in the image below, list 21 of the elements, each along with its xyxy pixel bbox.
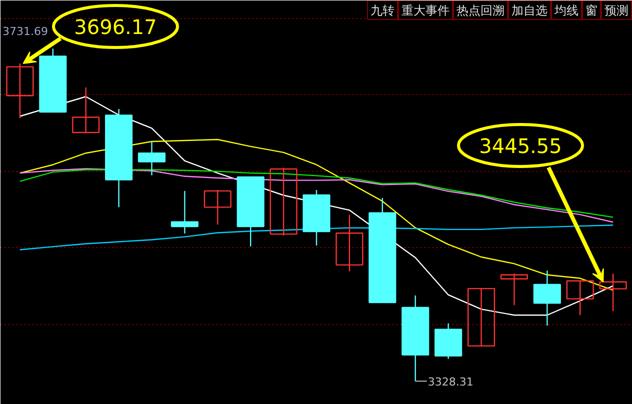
candlestick <box>6 62 34 119</box>
annotation: 3731.69 <box>2 25 48 38</box>
candlestick <box>336 214 364 272</box>
annotation: 3696.17 <box>74 15 157 39</box>
annotation: 热点回溯 <box>456 4 504 18</box>
candlestick <box>599 272 627 312</box>
annotation: 预测 <box>604 4 628 18</box>
annotation: 3445.55 <box>479 134 562 158</box>
annotation: 均线 <box>554 4 578 18</box>
candlestick <box>270 167 298 236</box>
candlestick <box>204 189 232 226</box>
annotation: 3328.31 <box>428 376 474 389</box>
candlestick <box>170 190 198 234</box>
annotation: 加自选 <box>512 4 548 18</box>
annotation: 九转 <box>370 4 394 18</box>
candlestick <box>566 280 594 316</box>
candlestick <box>467 288 496 347</box>
candlestick <box>500 272 528 306</box>
annotation: 窗 <box>586 4 598 18</box>
candlestick <box>72 86 100 134</box>
annotation: 重大事件 <box>402 4 450 18</box>
